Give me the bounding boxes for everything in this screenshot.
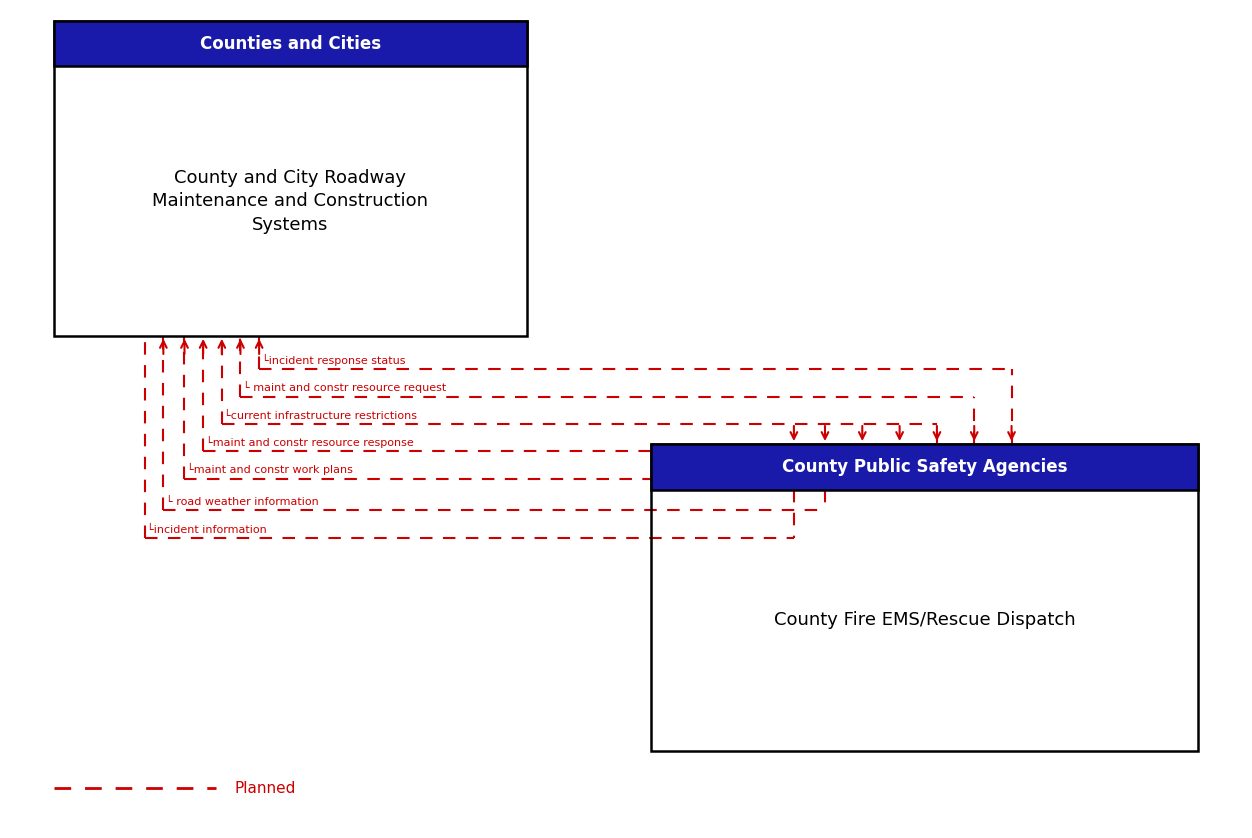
Text: └maint and constr resource response: └maint and constr resource response xyxy=(205,436,413,448)
Bar xyxy=(651,444,1198,489)
Text: Planned: Planned xyxy=(234,781,295,796)
Text: Counties and Cities: Counties and Cities xyxy=(199,34,381,53)
Bar xyxy=(651,444,1198,751)
Text: └maint and constr work plans: └maint and constr work plans xyxy=(187,463,353,475)
Text: └incident response status: └incident response status xyxy=(262,354,406,366)
Bar xyxy=(54,21,527,66)
Text: └ maint and constr resource request: └ maint and constr resource request xyxy=(243,381,446,393)
Text: └ road weather information: └ road weather information xyxy=(165,497,318,507)
Text: └current infrastructure restrictions: └current infrastructure restrictions xyxy=(224,411,417,421)
Text: County Fire EMS/Rescue Dispatch: County Fire EMS/Rescue Dispatch xyxy=(774,611,1075,629)
Text: County Public Safety Agencies: County Public Safety Agencies xyxy=(781,458,1067,476)
Text: County and City Roadway
Maintenance and Construction
Systems: County and City Roadway Maintenance and … xyxy=(153,168,428,234)
Text: └incident information: └incident information xyxy=(148,525,267,535)
Bar xyxy=(54,21,527,336)
